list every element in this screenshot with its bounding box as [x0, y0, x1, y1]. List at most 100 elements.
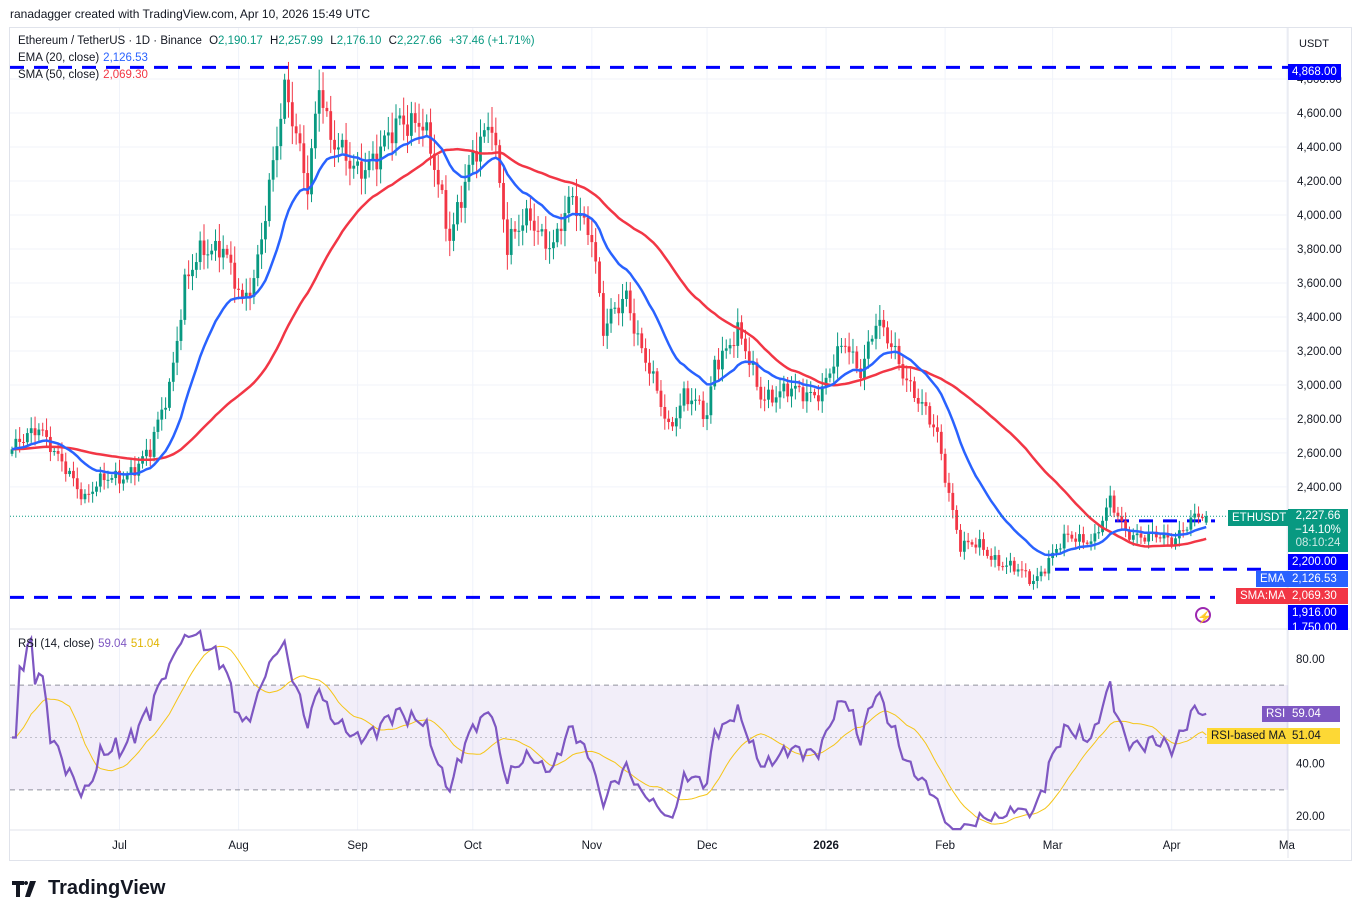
candle	[421, 108, 425, 147]
candle	[356, 152, 359, 175]
candle	[294, 113, 298, 145]
tradingview-logo-icon	[12, 880, 36, 897]
ema-legend[interactable]: EMA (20, close) 2,126.53	[18, 52, 152, 64]
candle-body	[605, 323, 609, 336]
candle-body	[1001, 566, 1005, 568]
rsi-legend[interactable]: RSI (14, close) 59.04 51.04	[18, 638, 164, 650]
candle-body	[709, 386, 713, 416]
candle-body	[817, 395, 820, 402]
candle	[233, 246, 237, 303]
candle-body	[279, 118, 283, 147]
candle	[744, 329, 747, 360]
candle	[763, 386, 767, 412]
candle	[621, 283, 624, 327]
candle-body	[118, 470, 121, 484]
candle	[613, 302, 617, 314]
candle	[644, 338, 647, 372]
candle-body	[840, 345, 843, 347]
candle	[49, 426, 52, 462]
sma-legend[interactable]: SMA (50, close) 2,069.30	[18, 69, 152, 81]
candle	[851, 338, 855, 364]
candle-body	[490, 126, 494, 133]
chart-frame	[9, 27, 1352, 861]
candle	[1020, 561, 1024, 578]
candle-body	[68, 470, 71, 475]
sma-50-line[interactable]	[11, 147, 1207, 548]
candle	[617, 294, 621, 326]
candle	[628, 282, 632, 321]
lightning-alert-icon[interactable]: ⚡	[1195, 607, 1212, 624]
candle-body	[306, 173, 310, 195]
candle-body	[555, 228, 559, 243]
candle	[978, 529, 982, 556]
rsi-axis-label: RSI	[1262, 706, 1290, 722]
candle	[521, 209, 525, 246]
candle	[52, 446, 56, 456]
candle	[1135, 524, 1139, 544]
candle-body	[993, 555, 997, 560]
candle-body	[1081, 534, 1085, 543]
candle-body	[1058, 548, 1062, 550]
candle-body	[1204, 516, 1208, 523]
candle	[1001, 561, 1005, 571]
rsi-axis-tick: 80.00	[1296, 654, 1325, 666]
candle	[45, 418, 48, 448]
candle-body	[874, 325, 878, 339]
candle-body	[1039, 571, 1043, 577]
rsi-line[interactable]	[12, 629, 1207, 831]
candle-body	[1009, 560, 1012, 566]
candle	[1204, 511, 1208, 525]
candle	[625, 281, 628, 307]
candle-body	[1020, 569, 1024, 571]
candle-body	[386, 132, 390, 136]
candle-body	[398, 115, 402, 119]
candle-body	[1112, 495, 1116, 513]
candle-body	[168, 381, 171, 408]
candle-body	[897, 345, 901, 365]
candle	[724, 339, 728, 359]
candle	[959, 524, 962, 557]
candle-body	[724, 348, 728, 351]
candle-body	[805, 392, 809, 402]
candle	[498, 139, 502, 188]
candle-body	[463, 181, 467, 208]
candle	[467, 154, 471, 191]
symbol-name[interactable]: Ethereum / TetherUS · 1D · Binance	[18, 35, 202, 47]
candle	[456, 194, 459, 231]
candle	[847, 332, 851, 365]
candle	[955, 505, 959, 534]
candle-body	[951, 492, 955, 510]
tradingview-logo[interactable]: TradingView	[12, 877, 165, 900]
candle-body	[444, 190, 448, 229]
candle-body	[452, 224, 455, 241]
candle	[187, 260, 191, 289]
candle	[552, 229, 555, 260]
candle-body	[1166, 533, 1170, 538]
currency-label[interactable]: USDT	[1299, 38, 1329, 50]
candle	[241, 283, 244, 304]
candle	[398, 108, 402, 126]
ema-20-line[interactable]	[11, 134, 1207, 557]
rsi-axis-tick: 40.00	[1296, 759, 1325, 771]
candle-body	[160, 409, 164, 420]
candle-body	[25, 433, 29, 443]
candle-body	[790, 388, 793, 397]
candle	[674, 406, 678, 437]
candle-body	[985, 549, 989, 556]
candle-body	[924, 402, 928, 407]
candle	[402, 97, 406, 141]
candle	[118, 459, 121, 494]
candle	[275, 126, 279, 178]
candle-body	[759, 386, 763, 400]
candle	[475, 132, 479, 179]
candle	[544, 216, 548, 261]
candle-body	[260, 239, 263, 255]
candle-body	[41, 429, 45, 431]
candle	[214, 229, 217, 261]
candle-body	[1189, 517, 1193, 530]
candle	[874, 313, 878, 350]
candle-body	[813, 391, 816, 396]
candle-body	[98, 473, 102, 487]
candle-body	[1128, 529, 1131, 540]
